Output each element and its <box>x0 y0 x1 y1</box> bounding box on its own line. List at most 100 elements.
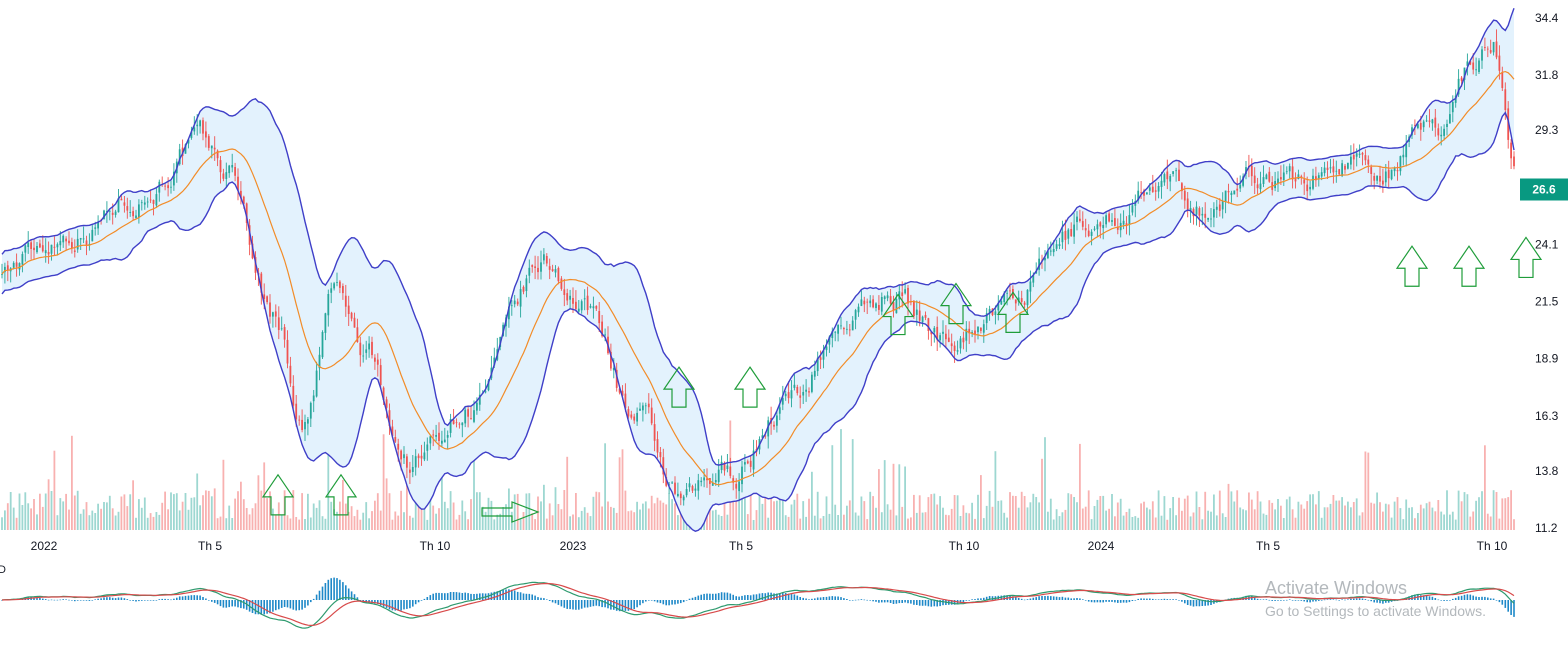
candle-body <box>566 293 569 301</box>
volume-bar <box>1297 501 1300 530</box>
macd-histogram-bar <box>819 597 822 600</box>
volume-bar <box>196 473 199 530</box>
macd-histogram-bar <box>1387 600 1390 603</box>
macd-histogram-bar <box>1154 599 1157 600</box>
macd-histogram-bar <box>546 599 548 600</box>
volume-bar <box>473 450 475 530</box>
macd-histogram-bar <box>426 597 429 600</box>
macd-histogram-bar <box>1431 596 1434 600</box>
candle-body <box>1291 166 1294 180</box>
candle-body <box>196 124 199 127</box>
time-axis[interactable]: 2022 Th 5 Th 10 2023 Th 5 Th 10 2024 Th 5 Th 10 <box>31 539 1508 553</box>
volume-bar <box>767 517 770 530</box>
candle-body <box>353 317 356 328</box>
candle-body <box>365 349 368 353</box>
macd-histogram-bar <box>1481 596 1483 600</box>
macd-histogram-bar <box>557 600 560 605</box>
volume-bar <box>1210 511 1212 530</box>
candle-body <box>202 120 204 134</box>
volume-bar <box>50 491 53 530</box>
candle-body <box>633 416 636 421</box>
volume-bar <box>1332 495 1335 530</box>
candle-body <box>1245 167 1247 175</box>
macd-histogram-bar <box>199 595 201 600</box>
candle-body <box>15 262 18 267</box>
candle-body <box>1233 190 1236 195</box>
candle-body <box>1443 128 1445 136</box>
volume-bar <box>665 504 668 530</box>
macd-histogram-bar <box>674 600 676 605</box>
volume-bar <box>869 491 872 530</box>
volume-bar <box>1481 491 1483 530</box>
time-tick-label: 2023 <box>560 539 587 553</box>
price-axis[interactable]: 34.431.829.324.121.518.916.313.811.2 <box>1535 11 1559 535</box>
volume-bar <box>883 460 886 530</box>
activate-windows-watermark: Activate Windows Go to Settings to activ… <box>1265 578 1486 619</box>
macd-histogram-bar <box>624 600 627 611</box>
volume-bar <box>1338 500 1341 530</box>
candle-body <box>1178 169 1180 181</box>
macd-histogram-bar <box>971 599 973 600</box>
macd-histogram-bar <box>152 600 155 601</box>
macd-histogram-bar <box>126 599 129 600</box>
candle-body <box>732 478 735 483</box>
candle-body <box>811 374 813 392</box>
volume-bar <box>1315 504 1317 530</box>
macd-histogram-bar <box>1294 600 1297 601</box>
macd-histogram-bar <box>109 597 111 600</box>
macd-histogram-bar <box>1309 600 1311 603</box>
volume-bar <box>857 515 860 530</box>
volume-bar <box>1280 505 1282 530</box>
candle-body <box>624 393 627 409</box>
candle-body <box>956 350 959 352</box>
volume-bar <box>627 511 630 530</box>
volume-bar <box>1440 511 1443 530</box>
macd-histogram-bar <box>310 600 312 603</box>
volume-bar <box>292 490 295 530</box>
macd-histogram-bar <box>875 600 877 602</box>
volume-bar <box>347 511 350 530</box>
volume-bar <box>1195 491 1198 530</box>
volume-bar <box>280 514 283 530</box>
macd-histogram-bar <box>178 596 181 600</box>
volume-bar <box>443 501 446 530</box>
macd-histogram-bar <box>68 599 70 601</box>
macd-histogram-bar <box>1041 596 1043 600</box>
candle-body <box>543 254 545 261</box>
macd-histogram-bar <box>347 588 350 600</box>
macd-histogram-bar <box>1178 600 1180 601</box>
macd-histogram-bar <box>1099 600 1102 603</box>
candle-body <box>700 480 703 483</box>
volume-bar <box>382 434 385 530</box>
volume-bar <box>170 492 172 530</box>
candle-body <box>601 321 603 337</box>
macd-histogram-bar <box>132 600 134 601</box>
macd-histogram-bar <box>36 597 38 600</box>
candle-body <box>82 238 85 240</box>
candle-body <box>1338 169 1341 175</box>
macd-histogram-bar <box>467 593 469 600</box>
volume-bar <box>18 493 21 530</box>
macd-histogram-bar <box>400 600 402 611</box>
macd-histogram-bar <box>1513 600 1515 617</box>
candle-body <box>1058 244 1061 246</box>
candle-body <box>1390 169 1393 180</box>
candle-body <box>610 352 612 369</box>
candle-body <box>33 247 35 251</box>
volume-bar <box>615 512 618 530</box>
volume-bar <box>1009 492 1011 530</box>
volume-bar <box>1175 515 1177 530</box>
candle-body <box>1285 171 1288 173</box>
volume-bar <box>1000 500 1003 530</box>
macd-histogram-bar <box>913 600 915 605</box>
volume-bar <box>432 505 435 530</box>
volume-bar <box>455 519 458 530</box>
volume-bar <box>1116 502 1119 530</box>
macd-histogram-bar <box>1111 600 1113 602</box>
candle-body <box>1513 156 1515 167</box>
volume-bar <box>647 508 650 530</box>
macd-histogram-bar <box>1114 600 1116 603</box>
candle-body <box>140 202 143 204</box>
volume-bar <box>85 502 88 530</box>
